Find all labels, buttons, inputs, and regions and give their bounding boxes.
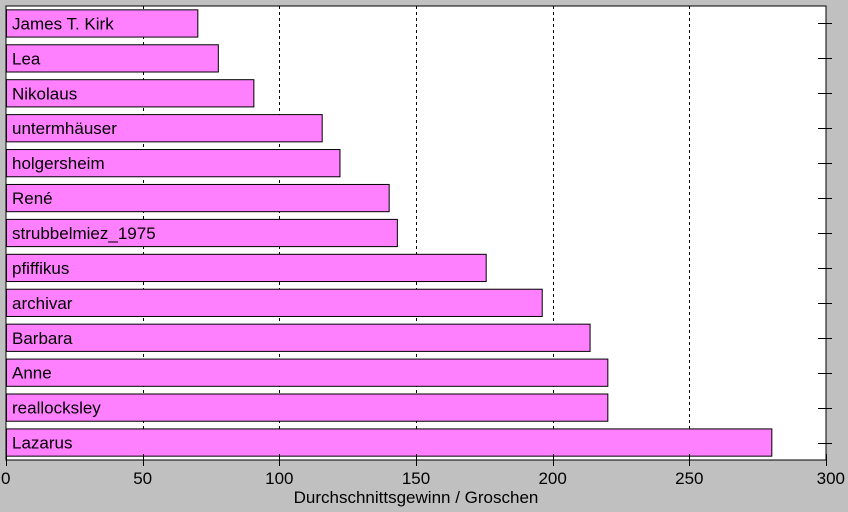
bar-10: [6, 358, 609, 387]
bar-9: [6, 323, 591, 352]
axis-ticks: 0 50 100 150 200 250 300: [1, 23, 845, 488]
x-tick-label-0: 0: [1, 469, 10, 488]
bar-12: [6, 428, 773, 457]
bar-6: [6, 218, 398, 248]
bar-label-1: Lea: [12, 49, 41, 68]
bar-label-8: archivar: [12, 294, 73, 313]
bar-label-4: holgersheim: [12, 154, 105, 173]
bar-label-2: Nikolaus: [12, 84, 77, 103]
bar-label-6: strubbelmiez_1975: [12, 224, 156, 243]
x-tick-label-100: 100: [265, 469, 293, 488]
x-axis-title: Durchschnittsgewinn / Groschen: [294, 488, 539, 507]
bar-label-9: Barbara: [12, 329, 73, 348]
x-tick-label-50: 50: [133, 469, 152, 488]
bar-label-3: untermhäuser: [12, 119, 117, 138]
bar-7: [6, 253, 487, 283]
x-tick-label-150: 150: [402, 469, 430, 488]
bar-label-0: James T. Kirk: [12, 14, 114, 33]
bar-label-12: Lazarus: [12, 434, 72, 453]
bar-3: [6, 114, 323, 143]
bar-2: [6, 79, 255, 108]
bar-11: [6, 393, 609, 422]
bar-label-5: René: [12, 189, 53, 208]
bar-label-7: pfiffikus: [12, 259, 69, 278]
bar-4: [6, 149, 341, 178]
bar-0: [6, 9, 199, 38]
bar-1: [6, 44, 219, 73]
bar-8: [6, 288, 543, 317]
x-tick-label-250: 250: [675, 469, 703, 488]
bar-label-11: reallocksley: [12, 399, 101, 418]
x-tick-label-200: 200: [538, 469, 566, 488]
bars: James T. Kirk Lea Nikolaus untermhäuser holg…: [6, 9, 773, 457]
x-tick-label-300: 300: [817, 469, 845, 488]
bar-label-10: Anne: [12, 364, 52, 383]
bar-5: [6, 183, 390, 213]
